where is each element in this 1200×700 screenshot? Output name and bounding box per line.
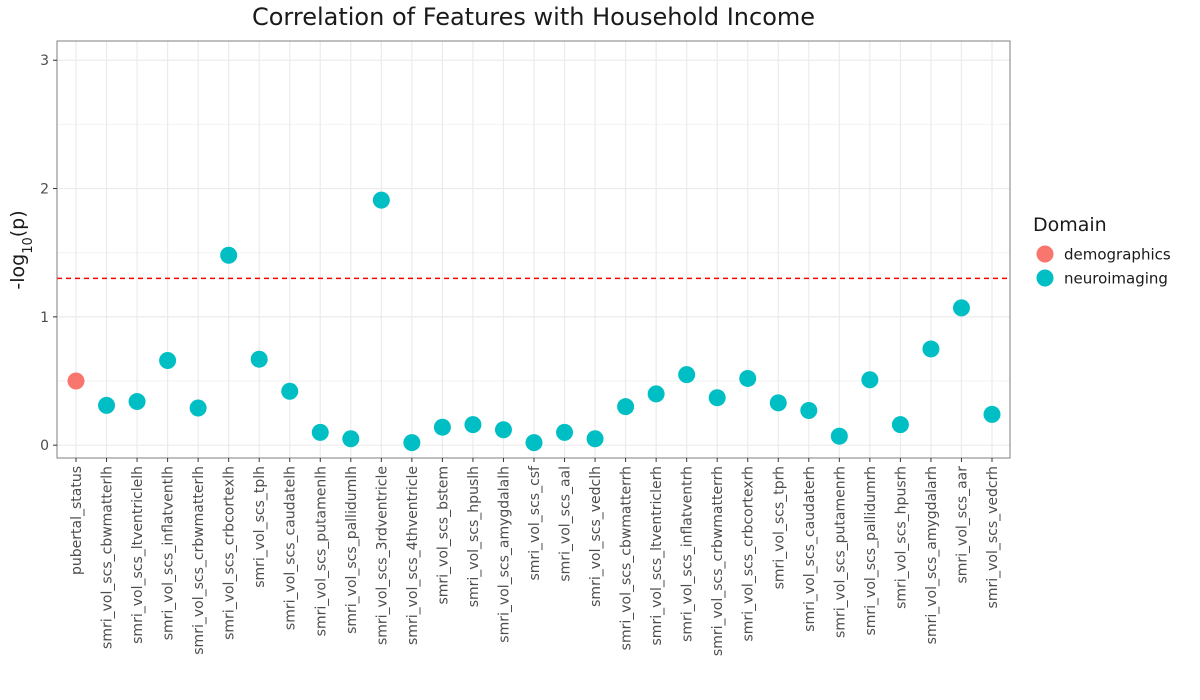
x-tick-label: pubertal_status: [69, 466, 85, 575]
x-tick-label: smri_vol_scs_aal: [558, 466, 574, 582]
data-point: [464, 416, 482, 434]
y-tick-label: 0: [40, 438, 49, 454]
legend-title: Domain: [1033, 214, 1107, 236]
data-point: [525, 434, 543, 452]
x-tick-label: smri_vol_scs_inflatventlh: [161, 466, 177, 640]
x-tick-label: smri_vol_scs_cbwmatterlh: [100, 466, 116, 649]
x-tick-label: smri_vol_scs_crbcortexrh: [741, 466, 757, 642]
data-point: [678, 366, 696, 384]
data-point: [220, 246, 238, 264]
x-tick-label: smri_vol_scs_amygdalalh: [496, 466, 512, 643]
data-point: [708, 389, 726, 407]
data-point: [769, 394, 787, 412]
data-point: [891, 416, 909, 434]
data-point: [128, 393, 146, 411]
x-tick-label: smri_vol_scs_crbcortexlh: [222, 466, 238, 640]
x-tick-label: smri_vol_scs_amygdalarh: [924, 466, 940, 644]
x-tick-label: smri_vol_scs_3rdventricle: [374, 466, 390, 645]
chart-title: Correlation of Features with Household I…: [251, 3, 816, 31]
data-point: [281, 382, 299, 400]
y-tick-label: 3: [40, 53, 49, 69]
data-point: [647, 385, 665, 403]
data-point: [372, 191, 390, 209]
data-point: [311, 423, 329, 441]
data-point: [67, 372, 85, 390]
legend-key-neuroimaging: [1036, 269, 1054, 287]
x-tick-label: smri_vol_scs_ltventriclerh: [649, 466, 665, 645]
x-tick-label: smri_vol_scs_inflatventrh: [680, 466, 696, 642]
data-point: [586, 430, 604, 448]
x-tick-label: smri_vol_scs_csf: [527, 465, 543, 581]
x-tick-label: smri_vol_scs_tplh: [252, 466, 268, 588]
x-tick-label: smri_vol_scs_vedcrh: [985, 466, 1001, 608]
data-point: [342, 430, 360, 448]
x-tick-label: smri_vol_scs_4thventricle: [405, 466, 421, 645]
x-tick-label: smri_vol_scs_crbwmatterrh: [710, 466, 726, 656]
y-axis-title: -log10(p): [7, 210, 36, 289]
x-tick-label: smri_vol_scs_crbwmatterlh: [191, 466, 207, 655]
x-tick-label: smri_vol_scs_bstem: [435, 466, 451, 605]
data-point: [98, 396, 116, 414]
data-point: [189, 399, 207, 417]
legend-label-demographics: demographics: [1064, 246, 1171, 264]
data-point: [403, 434, 421, 452]
x-tick-label: smri_vol_scs_putamenrh: [832, 466, 848, 638]
x-tick-label: smri_vol_scs_putamenlh: [313, 466, 329, 636]
data-point: [433, 418, 451, 436]
x-tick-label: smri_vol_scs_pallidumlh: [344, 466, 360, 634]
legend-label-neuroimaging: neuroimaging: [1064, 270, 1168, 288]
x-tick-label: smri_vol_scs_hpusrh: [893, 466, 909, 609]
data-point: [983, 405, 1001, 423]
points-layer: [67, 191, 1001, 452]
data-point: [556, 423, 574, 441]
x-tick-label: smri_vol_scs_ltventriclelh: [130, 466, 146, 644]
x-tick-label: smri_vol_scs_caudatelh: [283, 466, 299, 630]
x-tick-label: smri_vol_scs_hpuslh: [466, 466, 482, 607]
x-tick-label: smri_vol_scs_caudaterh: [802, 466, 818, 632]
y-tick-label: 1: [40, 310, 49, 326]
data-point: [830, 427, 848, 445]
x-tick-label: smri_vol_scs_tprh: [771, 466, 787, 589]
legend: Domain demographics neuroimaging: [1033, 214, 1171, 288]
x-tick-label: smri_vol_scs_aar: [954, 466, 970, 584]
legend-key-demographics: [1036, 245, 1054, 263]
data-point: [922, 340, 940, 358]
x-tick-label: smri_vol_scs_pallidumrh: [863, 466, 879, 636]
grid-layer: [57, 41, 1010, 458]
data-point: [739, 369, 757, 387]
data-point: [494, 421, 512, 439]
data-point: [861, 371, 879, 389]
x-tick-label: smri_vol_scs_cbwmatterrh: [619, 466, 635, 650]
y-tick-label: 2: [40, 182, 49, 198]
x-axis: pubertal_status smri_vol_scs_cbwmatterlh s…: [69, 458, 1001, 656]
data-point: [800, 402, 818, 420]
data-point: [159, 351, 177, 369]
data-point: [617, 398, 635, 416]
data-point: [250, 350, 268, 368]
x-tick-label: smri_vol_scs_vedclh: [588, 466, 604, 607]
data-point: [952, 299, 970, 317]
y-axis-title-subscript: 10: [21, 237, 36, 254]
y-axis: 0 1 2 3: [40, 53, 57, 454]
